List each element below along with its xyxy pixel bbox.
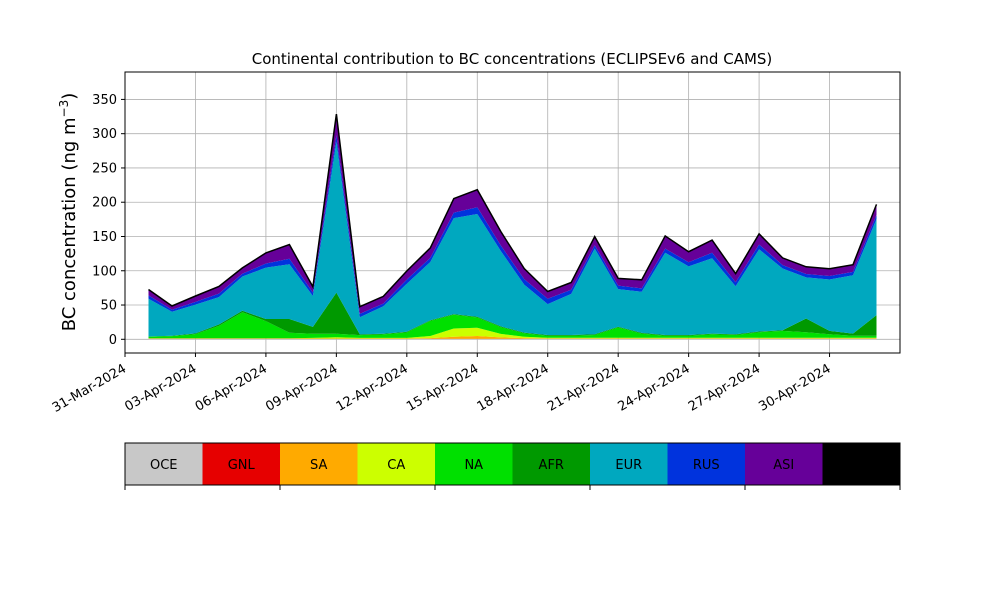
legend-label-gnl: GNL	[228, 458, 256, 473]
x-tick-label: 09-Apr-2024	[263, 361, 340, 414]
y-tick-label: 350	[92, 93, 117, 108]
x-tick-label: 21-Apr-2024	[545, 361, 622, 414]
series-area-ca	[148, 327, 877, 339]
y-tick-label: 0	[109, 333, 117, 348]
series-area-asi	[148, 114, 877, 314]
legend-swatch-afr	[512, 443, 590, 485]
legend-swatch-sa	[280, 443, 358, 485]
legend-swatch-aus	[822, 443, 900, 485]
x-tick-label: 15-Apr-2024	[404, 361, 481, 414]
y-axis-label-exponent: −3	[57, 100, 71, 118]
series-area-eur	[148, 141, 877, 337]
legend-swatch-asi	[745, 443, 823, 485]
legend-label-asi: ASI	[773, 458, 794, 473]
x-tick-label: 03-Apr-2024	[122, 361, 199, 414]
legend-label-ca: CA	[387, 458, 405, 473]
legend-label-aus: AUS	[848, 458, 875, 473]
y-axis-label-text: BC concentration (ng m	[59, 117, 80, 331]
legend-label-eur: EUR	[615, 458, 642, 473]
legend-label-oce: OCE	[150, 458, 178, 473]
legend-label-rus: RUS	[693, 458, 720, 473]
legend-frame	[124, 442, 901, 486]
chart-title: Continental contribution to BC concentra…	[252, 50, 773, 68]
y-tick-label: 300	[92, 127, 117, 142]
x-tick-label: 31-Mar-2024	[50, 361, 129, 415]
x-tick-label: 30-Apr-2024	[756, 361, 833, 414]
y-axis-label-close: )	[59, 93, 80, 100]
x-tick-label: 24-Apr-2024	[616, 361, 693, 414]
legend-label-sa: SA	[310, 458, 327, 473]
y-tick-label: 100	[92, 264, 117, 279]
plot-area: 0 50 100 150 200 250 300 350 31-Mar-202403-Apr-2…	[50, 71, 901, 416]
legend-label-afr: AFR	[539, 458, 564, 473]
legend-swatch-gnl	[202, 443, 280, 485]
x-tick-label: 18-Apr-2024	[475, 361, 552, 414]
x-tick-label: 06-Apr-2024	[193, 361, 270, 414]
legend-label-na: NA	[464, 458, 483, 473]
legend-swatch-na	[435, 443, 513, 485]
legend-swatch-oce	[125, 443, 203, 485]
series-area-afr	[148, 292, 877, 337]
total-line	[148, 113, 878, 308]
y-tick-label: 200	[92, 196, 117, 211]
y-axis-label: BC concentration (ng m−3)	[57, 93, 80, 332]
legend-swatch-eur	[590, 443, 668, 485]
y-tick-label: 250	[92, 161, 117, 176]
legend-swatch-rus	[667, 443, 745, 485]
plot-frame	[124, 71, 901, 354]
legend: OCE GNL SA CA NA AFR EUR RUS ASI AUS	[124, 442, 901, 490]
y-tick-label: 50	[100, 299, 117, 314]
x-tick-label: 27-Apr-2024	[686, 361, 763, 414]
legend-swatch-ca	[357, 443, 435, 485]
series-area-sa	[148, 336, 877, 339]
series-area-na	[148, 312, 877, 339]
y-tick-label: 150	[92, 230, 117, 245]
x-tick-label: 12-Apr-2024	[334, 361, 411, 414]
